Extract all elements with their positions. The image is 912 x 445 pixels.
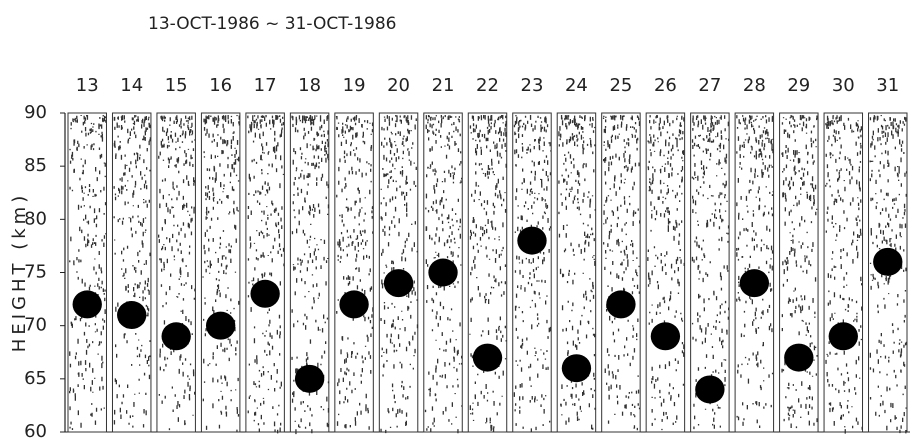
- echo-layer: [383, 269, 414, 298]
- day-panel: [868, 112, 908, 433]
- day-panel: [556, 112, 597, 433]
- echo-layer: [517, 226, 547, 255]
- day-panel: [334, 112, 374, 433]
- x-tick-label: 13: [76, 75, 99, 96]
- echo-speckle: [69, 115, 107, 430]
- echo-layer: [873, 247, 903, 276]
- day-panel: [467, 112, 508, 433]
- echo-speckle: [602, 115, 641, 431]
- day-panel: [645, 112, 686, 433]
- echo-layer: [428, 258, 458, 287]
- day-panel: [245, 112, 285, 433]
- echo-speckle: [335, 115, 374, 430]
- echo-speckle: [736, 115, 774, 428]
- echo-layer: [161, 322, 191, 351]
- x-tick-label: 24: [565, 75, 588, 96]
- y-tick-label: 60: [24, 421, 47, 441]
- x-tick-label: 28: [743, 75, 766, 96]
- echo-layer: [294, 364, 325, 393]
- day-panel: [378, 112, 419, 433]
- echo-layer: [250, 279, 280, 308]
- echo-layer: [606, 290, 636, 319]
- echo-layer: [784, 343, 814, 372]
- echo-speckle: [158, 115, 196, 431]
- y-tick-label: 65: [24, 368, 47, 389]
- echo-layer: [561, 354, 592, 383]
- day-panel: [200, 112, 241, 433]
- echo-speckle: [247, 115, 285, 434]
- x-tick-label: 30: [832, 75, 855, 96]
- x-tick-label: 18: [298, 75, 321, 96]
- day-panel: [823, 112, 864, 433]
- echo-speckle: [513, 115, 552, 433]
- echo-speckle: [202, 115, 240, 432]
- y-tick-label: 70: [24, 315, 47, 336]
- echo-layer: [339, 290, 369, 319]
- x-tick-label: 26: [654, 75, 677, 96]
- y-tick-label: 90: [24, 102, 47, 123]
- day-panel: [690, 112, 730, 433]
- day-panel: [779, 112, 819, 433]
- echo-speckle: [825, 115, 863, 434]
- day-panel: [289, 112, 330, 433]
- day-panel: [734, 112, 775, 433]
- x-tick-label: 25: [609, 75, 632, 96]
- y-tick-label: 75: [24, 262, 47, 283]
- y-tick-label: 85: [24, 155, 47, 176]
- x-tick-label: 27: [698, 75, 721, 96]
- echo-layer: [117, 301, 147, 330]
- echo-layer: [650, 322, 681, 351]
- echo-speckle: [691, 115, 730, 430]
- day-panel: [423, 112, 463, 433]
- day-panel: [601, 112, 641, 433]
- day-panel: [111, 112, 152, 433]
- echo-layer: [72, 290, 102, 319]
- x-tick-label: 22: [476, 75, 499, 96]
- echo-speckle: [647, 115, 685, 431]
- x-tick-label: 31: [876, 75, 899, 96]
- x-tick-label: 20: [387, 75, 410, 96]
- echo-layer: [205, 311, 236, 340]
- x-tick-label: 29: [787, 75, 810, 96]
- echo-layer: [739, 269, 770, 298]
- x-tick-label: 15: [165, 75, 188, 96]
- echo-speckle: [469, 115, 507, 432]
- echo-speckle: [380, 115, 419, 434]
- chart-title: 13-OCT-1986 ~ 31-OCT-1986: [148, 14, 396, 34]
- echo-speckle: [781, 115, 818, 429]
- echo-speckle: [558, 115, 596, 430]
- y-tick-label: 80: [24, 208, 47, 229]
- x-tick-label: 21: [432, 75, 455, 96]
- echo-layer: [695, 375, 725, 404]
- echo-layer: [828, 322, 858, 351]
- x-tick-label: 14: [120, 75, 143, 96]
- echo-speckle: [113, 115, 151, 428]
- x-tick-label: 17: [254, 75, 277, 96]
- day-panel: [67, 112, 107, 433]
- y-axis-label: HEIGHT (km): [9, 192, 30, 352]
- x-tick-label: 23: [521, 75, 544, 96]
- echo-layer: [472, 343, 503, 372]
- day-panel: [156, 112, 196, 433]
- x-tick-label: 19: [343, 75, 366, 96]
- x-tick-label: 16: [209, 75, 232, 96]
